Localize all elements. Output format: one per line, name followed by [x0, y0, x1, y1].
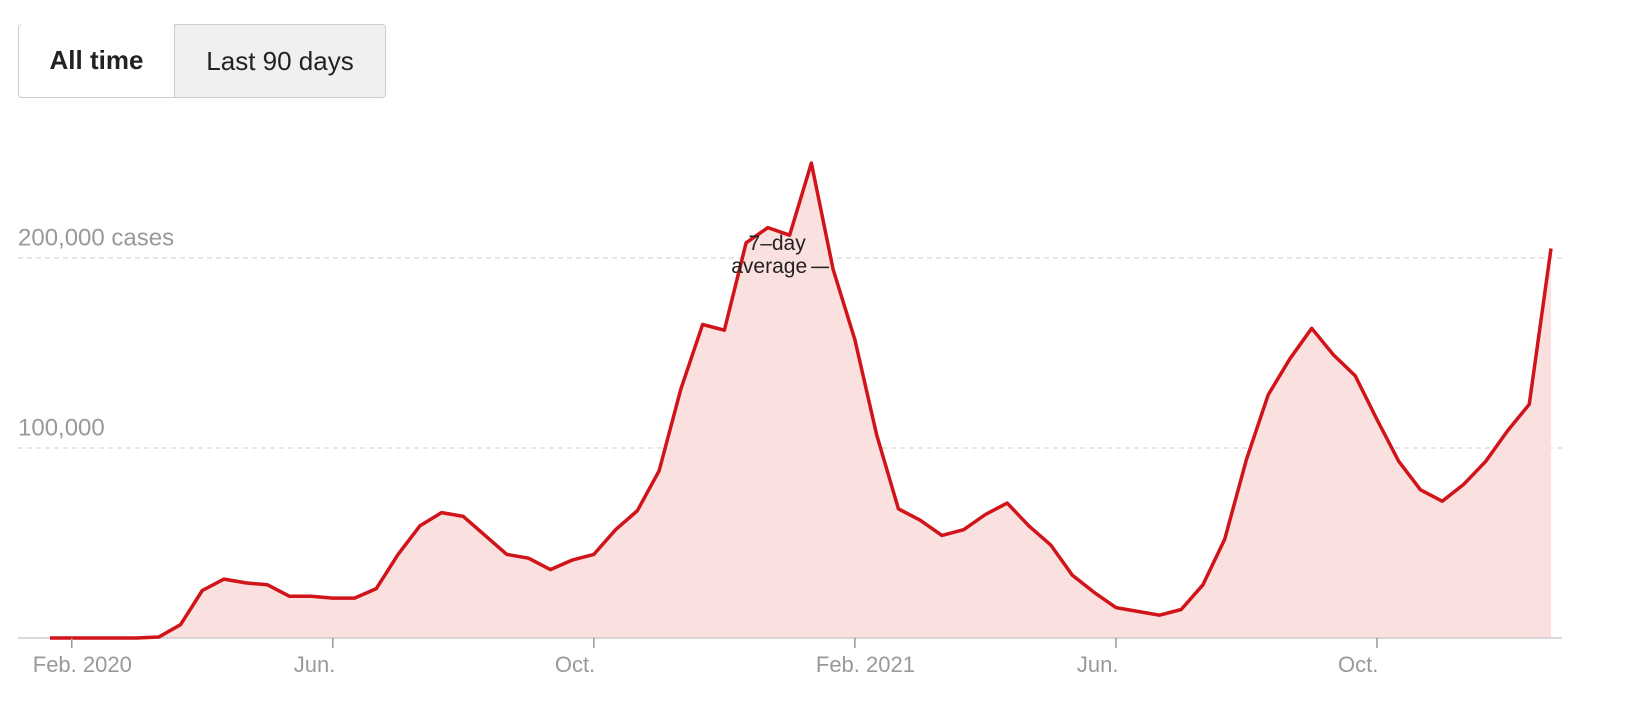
- annotation: average: [731, 255, 807, 278]
- button[interactable]: All time: [19, 24, 174, 96]
- x-tick-label: Oct.: [1338, 652, 1378, 677]
- toggle: [18, 24, 386, 98]
- x-tick-label: Feb. 2020: [33, 652, 132, 677]
- area: [50, 163, 1551, 638]
- y-tick-label: 200,000 cases: [18, 224, 174, 251]
- x-tick-label: Jun.: [1077, 652, 1119, 677]
- y-tick-label: 100,000: [18, 414, 105, 441]
- annotation: 7–day: [749, 232, 807, 255]
- line: [50, 161, 1553, 640]
- x-tick-label: Jun.: [294, 652, 336, 677]
- button[interactable]: Last 90 days: [174, 25, 385, 97]
- x-tick-label: Feb. 2021: [816, 652, 915, 677]
- x-tick-label: Oct.: [555, 652, 595, 677]
